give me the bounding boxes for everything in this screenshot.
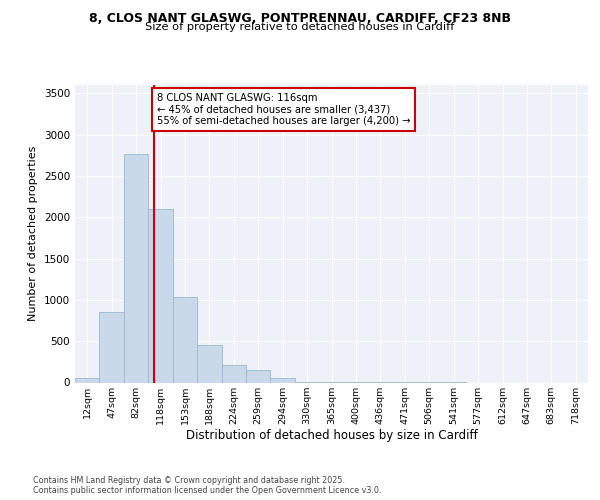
Text: Contains HM Land Registry data © Crown copyright and database right 2025.
Contai: Contains HM Land Registry data © Crown c… [33, 476, 382, 495]
Bar [221, 364, 246, 382]
X-axis label: Distribution of detached houses by size in Cardiff: Distribution of detached houses by size … [185, 430, 478, 442]
Text: 8 CLOS NANT GLASWG: 116sqm
← 45% of detached houses are smaller (3,437)
55% of s: 8 CLOS NANT GLASWG: 116sqm ← 45% of deta… [157, 94, 410, 126]
Text: Size of property relative to detached houses in Cardiff: Size of property relative to detached ho… [145, 22, 455, 32]
Bar [124, 154, 148, 382]
Bar [173, 298, 197, 382]
Bar [197, 346, 221, 383]
Text: 8, CLOS NANT GLASWG, PONTPRENNAU, CARDIFF, CF23 8NB: 8, CLOS NANT GLASWG, PONTPRENNAU, CARDIF… [89, 12, 511, 26]
Bar [246, 370, 271, 382]
Bar [271, 378, 295, 382]
Bar [100, 312, 124, 382]
Bar [148, 209, 173, 382]
Y-axis label: Number of detached properties: Number of detached properties [28, 146, 38, 322]
Bar [75, 378, 100, 382]
